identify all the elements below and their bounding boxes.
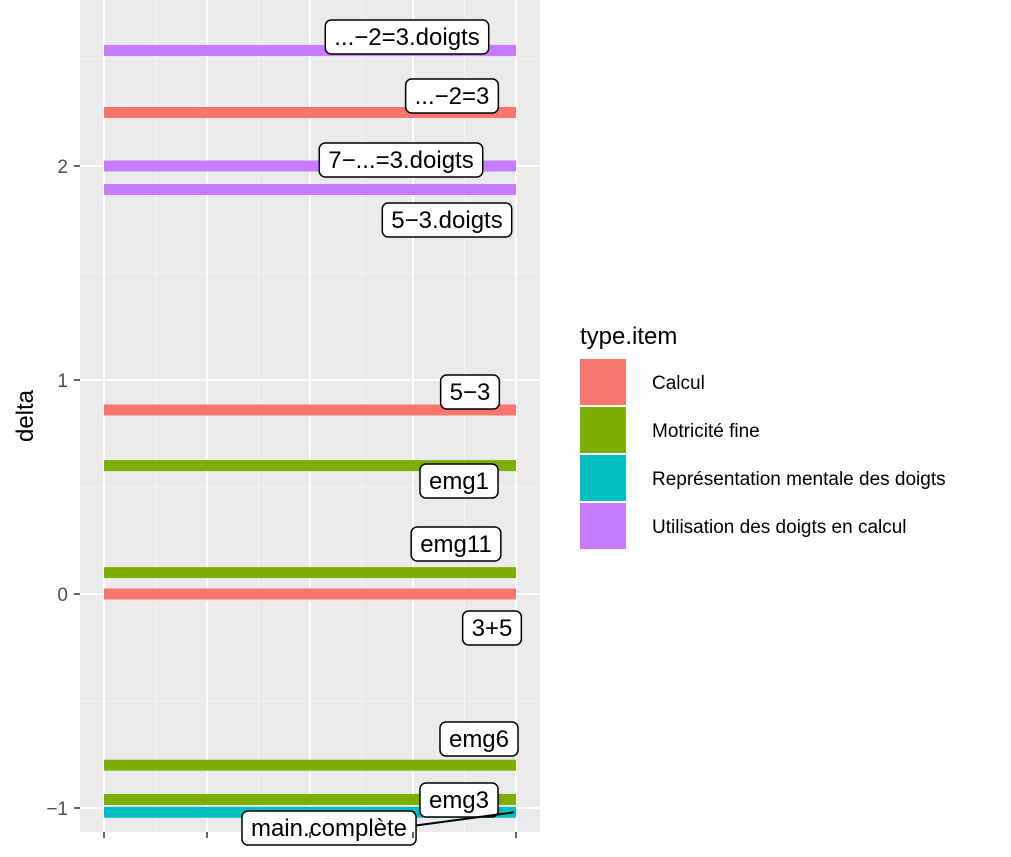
legend-title: type.item	[580, 323, 677, 350]
label-...−2=3.doigts: ...−2=3.doigts	[334, 24, 479, 51]
legend-swatch	[580, 503, 626, 549]
label-box	[419, 463, 499, 499]
label-box	[318, 142, 484, 178]
bar-emg11	[104, 567, 516, 579]
y-tick-label: 1	[57, 371, 68, 392]
bar-5−3	[104, 404, 516, 416]
bar-3+5	[104, 588, 516, 600]
bar-emg6	[104, 759, 516, 771]
label-box	[324, 19, 490, 55]
legend-label: Calcul	[652, 373, 705, 394]
legend-label: Utilisation des doigts en calcul	[652, 517, 907, 538]
y-tick-label: 0	[57, 585, 68, 606]
label-emg3: emg3	[429, 787, 489, 814]
label-3+5: 3+5	[472, 615, 513, 642]
bar-5−3.doigts	[104, 184, 516, 196]
label-box	[419, 782, 499, 818]
bar-emg1	[104, 460, 516, 472]
legend-label: Représentation mentale des doigts	[652, 469, 946, 490]
bar-...−2=3	[104, 107, 516, 118]
label-emg1: emg1	[429, 468, 489, 495]
y-axis-title: delta	[12, 389, 39, 442]
label-emg6: emg6	[449, 726, 509, 753]
label-5−3: 5−3	[450, 379, 491, 406]
label-box	[241, 810, 417, 846]
legend-swatch	[580, 407, 626, 453]
plot-panel	[80, 0, 540, 832]
label-box	[439, 374, 501, 410]
y-tick-label: 2	[57, 157, 68, 178]
label-main.complète: main.complète	[251, 815, 407, 842]
bar-...−2=3.doigts	[104, 44, 516, 56]
bar-emg3	[104, 793, 516, 805]
legend-swatch	[580, 359, 626, 405]
label-emg11: emg11	[420, 531, 492, 558]
legend-label: Motricité fine	[652, 421, 760, 442]
label-box	[404, 78, 500, 114]
label-...−2=3: ...−2=3	[415, 83, 490, 110]
label-box	[439, 721, 519, 757]
label-leader-line	[411, 811, 515, 827]
label-box	[461, 610, 523, 646]
label-7−...=3.doigts: 7−...=3.doigts	[328, 147, 473, 174]
bar-labels: ...−2=3.doigts ...−2=3 7−...=3.doigts 5−3.d…	[241, 19, 523, 846]
y-axis: −1 0 1 2 delta	[12, 157, 517, 838]
legend-swatch	[580, 455, 626, 501]
label-box	[381, 202, 513, 238]
label-5−3.doigts: 5−3.doigts	[391, 207, 502, 234]
bar-7−...=3.doigts	[104, 160, 516, 172]
label-box	[410, 526, 502, 562]
legend: type.item Calcul Motricité fine Représentat…	[580, 323, 946, 549]
y-tick-label: −1	[46, 799, 68, 820]
